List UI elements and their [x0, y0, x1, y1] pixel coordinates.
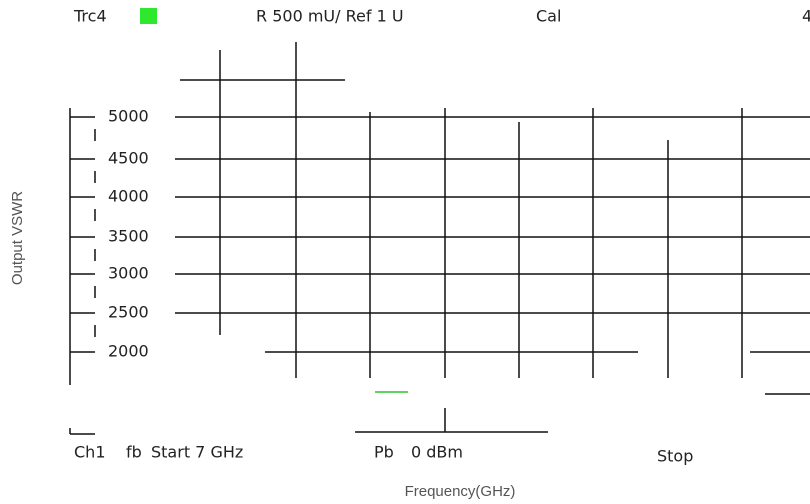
y-tick-label: 2000: [108, 342, 149, 361]
y-tick-label: 2500: [108, 303, 149, 322]
x-axis-label: Frequency(GHz): [405, 483, 516, 500]
y-tick-label: 5000: [108, 107, 149, 126]
y-tick-label: 4500: [108, 149, 149, 168]
start-label: Start 7 GHz: [151, 443, 243, 462]
scale-label: R 500 mU/ Ref 1 U: [256, 7, 404, 26]
y-tick-label: 3500: [108, 227, 149, 246]
cal-label: Cal: [536, 7, 561, 26]
stop-label: Stop: [657, 447, 693, 466]
channel-label: Ch1: [74, 443, 106, 462]
trace-label: Trc4: [73, 7, 107, 26]
power-label: 0 dBm: [411, 443, 463, 462]
pb-label: Pb: [374, 443, 394, 462]
fb-label: fb: [126, 443, 142, 462]
y-axis-label: Output VSWR: [9, 191, 26, 285]
trace-marker: [140, 8, 157, 24]
y-tick-label: 4000: [108, 187, 149, 206]
corner-label: 4: [802, 7, 810, 26]
y-tick-label: 3000: [108, 264, 149, 283]
